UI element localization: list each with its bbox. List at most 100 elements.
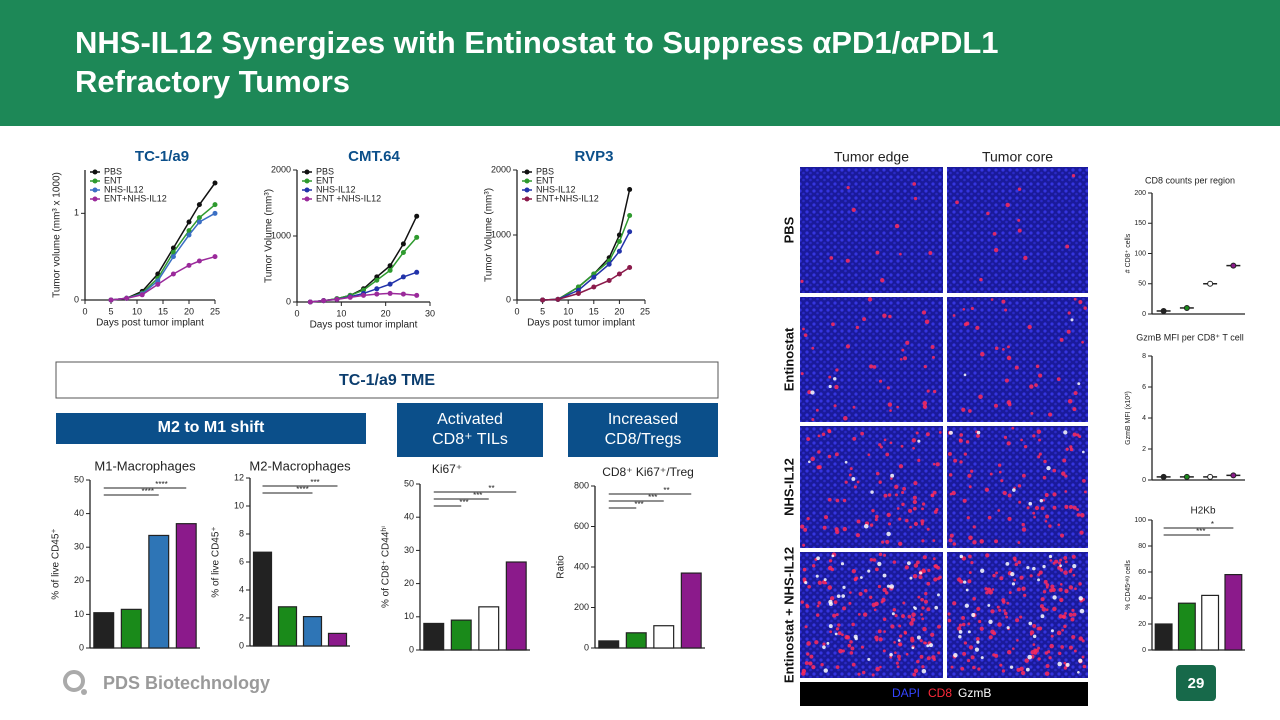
cell bbox=[1019, 666, 1024, 672]
cell bbox=[976, 433, 980, 438]
y-tick-label: 10 bbox=[404, 611, 414, 621]
column-header: Tumor edge bbox=[834, 149, 909, 165]
x-tick-label: 10 bbox=[132, 306, 142, 316]
cell bbox=[1027, 324, 1032, 330]
point bbox=[196, 258, 202, 264]
cell bbox=[994, 539, 999, 544]
cell bbox=[1074, 587, 1077, 591]
cell bbox=[1063, 430, 1068, 435]
cell bbox=[1005, 561, 1010, 566]
chart-title: M2-Macrophages bbox=[249, 458, 351, 473]
cell bbox=[968, 645, 974, 650]
cell bbox=[976, 606, 981, 612]
cell bbox=[892, 607, 897, 612]
point bbox=[334, 296, 340, 302]
y-tick-label: 2000 bbox=[491, 164, 511, 174]
cell bbox=[1026, 506, 1030, 510]
cell bbox=[1006, 626, 1010, 630]
cell bbox=[1064, 560, 1068, 564]
cell bbox=[864, 589, 868, 593]
cell bbox=[1060, 645, 1064, 649]
median-dot bbox=[1230, 262, 1237, 269]
title-line: Refractory Tumors bbox=[75, 64, 350, 99]
cell bbox=[980, 568, 985, 573]
x-tick-label: 25 bbox=[210, 306, 220, 316]
cell bbox=[919, 639, 923, 643]
row-label: PBS bbox=[781, 216, 796, 243]
cell bbox=[874, 601, 879, 607]
cell bbox=[1010, 571, 1015, 577]
cell bbox=[1058, 651, 1062, 656]
bar bbox=[327, 632, 348, 647]
y-axis-label: % of live CD45⁺ bbox=[51, 528, 62, 599]
cell bbox=[828, 384, 832, 389]
cell bbox=[822, 642, 826, 646]
cell bbox=[997, 463, 1002, 467]
cell bbox=[829, 596, 835, 601]
legend-label: ENT bbox=[104, 175, 123, 185]
cell bbox=[860, 645, 865, 649]
bar bbox=[1177, 602, 1196, 651]
x-tick-label: 25 bbox=[640, 306, 650, 316]
stain-legend-label: GzmB bbox=[958, 686, 991, 700]
legend-label: PBS bbox=[536, 166, 554, 176]
cell bbox=[927, 568, 931, 572]
cell bbox=[976, 640, 980, 644]
x-tick-label: 5 bbox=[108, 306, 113, 316]
cell bbox=[1047, 650, 1051, 654]
cell bbox=[902, 601, 906, 605]
cell bbox=[926, 644, 930, 648]
cell bbox=[834, 452, 839, 457]
cell bbox=[821, 432, 826, 437]
y-tick-label: 40 bbox=[404, 512, 414, 522]
significance-label: *** bbox=[1196, 527, 1205, 536]
legend-swatch bbox=[304, 196, 310, 202]
cell bbox=[1052, 606, 1057, 612]
y-tick-label: 400 bbox=[574, 561, 589, 571]
cell bbox=[938, 431, 942, 434]
cell bbox=[959, 554, 964, 559]
cell bbox=[1020, 670, 1026, 676]
cell bbox=[1068, 569, 1073, 574]
cell bbox=[874, 514, 879, 519]
cell bbox=[1016, 587, 1021, 592]
cell bbox=[817, 434, 821, 438]
cell bbox=[844, 460, 848, 464]
cell bbox=[1082, 664, 1087, 669]
point bbox=[374, 291, 380, 297]
x-tick-label: 20 bbox=[184, 306, 194, 316]
cell bbox=[835, 613, 839, 617]
significance-label: **** bbox=[155, 480, 167, 489]
legend-label: ENT+NHS-IL12 bbox=[104, 193, 167, 203]
y-tick-label: 20 bbox=[1138, 621, 1146, 628]
legend-label: NHS-IL12 bbox=[316, 184, 356, 194]
cell bbox=[900, 444, 904, 448]
column-header: Tumor core bbox=[982, 149, 1053, 165]
bar bbox=[1224, 573, 1243, 651]
cell bbox=[1048, 412, 1053, 417]
cell bbox=[1058, 587, 1063, 592]
cell bbox=[912, 573, 918, 579]
cell bbox=[1078, 582, 1082, 586]
cell bbox=[1007, 516, 1012, 521]
y-tick-label: 0 bbox=[286, 296, 291, 306]
cell bbox=[1002, 490, 1007, 496]
point bbox=[387, 290, 393, 296]
point bbox=[347, 294, 353, 300]
cell bbox=[890, 624, 895, 629]
cell bbox=[1023, 255, 1028, 261]
cell bbox=[1079, 530, 1084, 535]
cell bbox=[807, 390, 812, 395]
cell bbox=[999, 663, 1003, 667]
cell bbox=[806, 641, 811, 646]
cell bbox=[875, 638, 879, 642]
row-label: Entinostat bbox=[781, 327, 796, 391]
cell bbox=[895, 661, 899, 665]
bar bbox=[505, 561, 527, 651]
box-label: M2 to M1 shift bbox=[158, 419, 265, 436]
cell bbox=[947, 612, 951, 616]
cell bbox=[806, 437, 811, 441]
bar bbox=[148, 534, 170, 649]
cell bbox=[1029, 632, 1033, 636]
cell bbox=[1008, 591, 1012, 595]
